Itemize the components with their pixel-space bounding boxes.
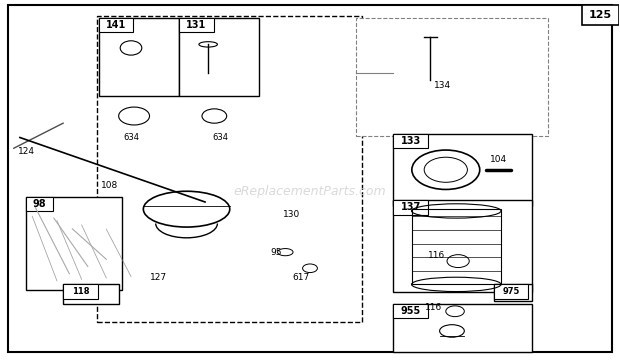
Bar: [97, 16, 363, 322]
Text: 104: 104: [490, 155, 507, 164]
Bar: [494, 284, 528, 299]
Text: 955: 955: [401, 306, 421, 316]
Bar: [393, 200, 532, 292]
Bar: [393, 304, 532, 352]
Text: 131: 131: [186, 19, 206, 30]
Text: 975: 975: [503, 287, 520, 296]
Text: 634: 634: [123, 133, 139, 142]
Text: 116: 116: [428, 251, 445, 260]
Bar: [582, 5, 619, 25]
Text: 141: 141: [106, 19, 126, 30]
Bar: [356, 18, 547, 136]
Text: eReplacementParts.com: eReplacementParts.com: [234, 185, 386, 198]
Text: 95: 95: [270, 248, 282, 257]
Text: 137: 137: [401, 203, 421, 212]
Text: 108: 108: [101, 181, 118, 190]
Bar: [99, 18, 133, 32]
Text: 98: 98: [33, 199, 46, 209]
Text: 634: 634: [213, 133, 229, 142]
Text: 617: 617: [292, 273, 309, 282]
Text: 118: 118: [72, 287, 89, 296]
Text: 134: 134: [434, 81, 451, 90]
Bar: [63, 284, 118, 304]
Bar: [393, 134, 532, 205]
Bar: [494, 284, 532, 300]
Bar: [26, 197, 122, 290]
Text: 125: 125: [588, 10, 612, 20]
Bar: [393, 200, 428, 214]
Bar: [393, 134, 428, 148]
Text: 133: 133: [401, 136, 421, 146]
Text: 127: 127: [150, 273, 167, 282]
Bar: [393, 304, 428, 318]
Bar: [26, 197, 53, 211]
Text: 130: 130: [283, 210, 300, 219]
Text: 124: 124: [17, 147, 35, 156]
Bar: [179, 18, 214, 32]
Bar: [179, 18, 259, 96]
Bar: [412, 209, 502, 284]
Bar: [99, 18, 179, 96]
Bar: [63, 284, 98, 299]
Text: 116: 116: [425, 303, 442, 312]
